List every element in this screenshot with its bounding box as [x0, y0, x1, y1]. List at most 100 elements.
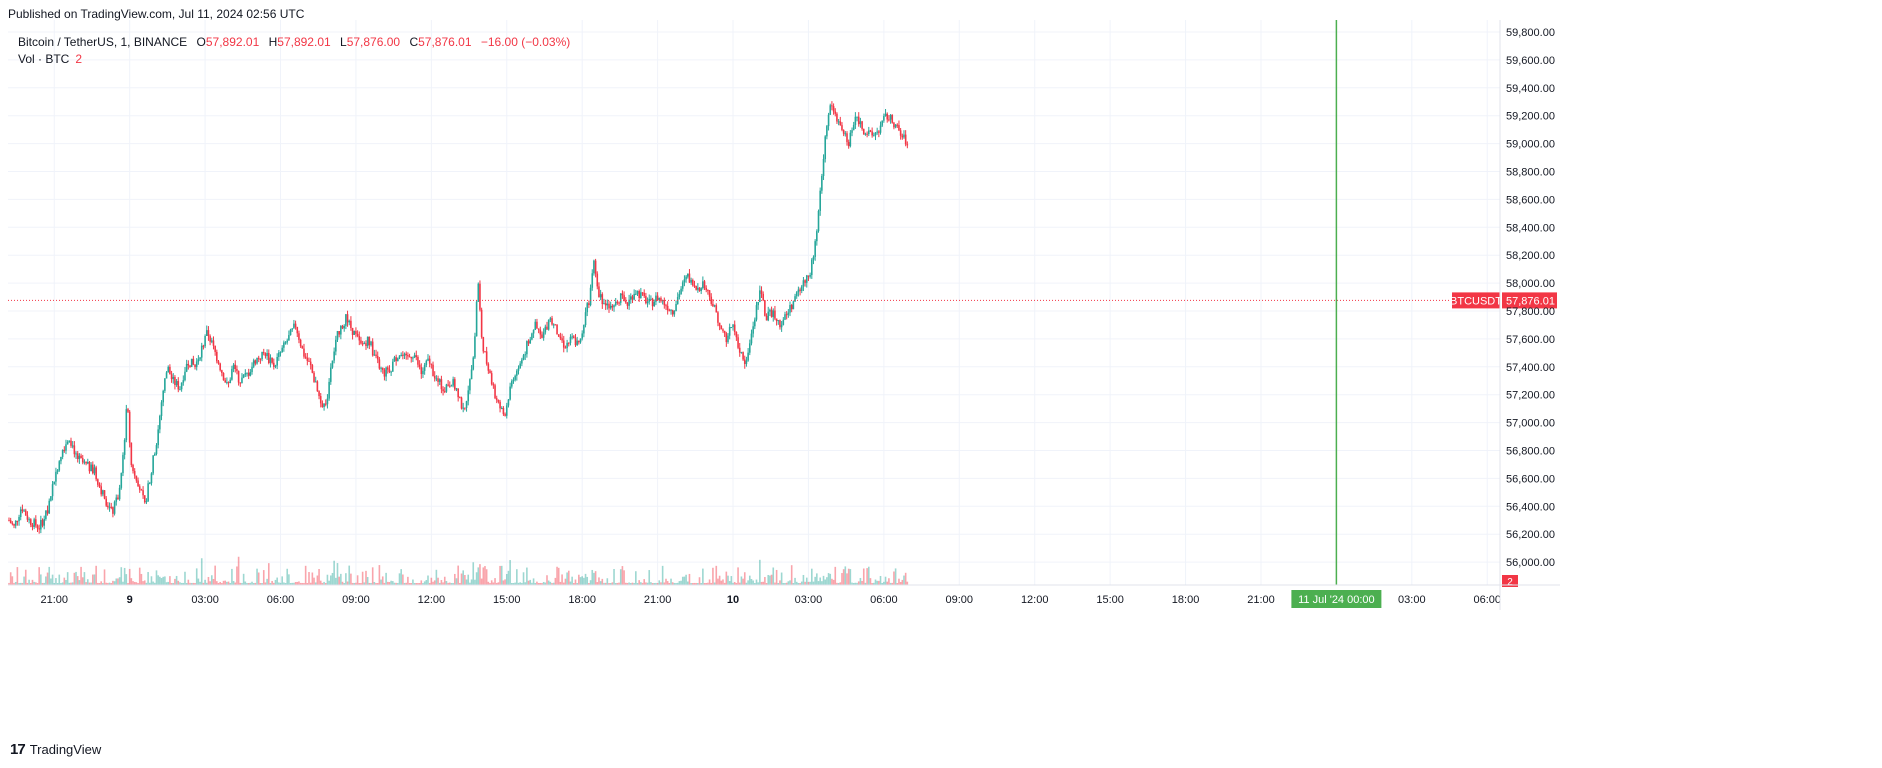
volume-bar	[594, 571, 597, 585]
candle-body	[645, 296, 647, 304]
candle-body	[36, 525, 39, 529]
candle-body	[452, 379, 454, 386]
candle-body	[770, 309, 773, 317]
volume-bar	[487, 581, 490, 585]
volume-bar	[547, 580, 550, 585]
candle-body	[110, 506, 113, 508]
volume-bar	[353, 582, 356, 585]
volume-bar	[683, 576, 686, 585]
volume-bar	[626, 582, 629, 585]
candle-body	[376, 355, 379, 360]
candle-body	[232, 364, 235, 369]
candle-body	[314, 381, 317, 383]
candle-body	[86, 461, 89, 464]
candle-body	[790, 305, 793, 310]
candle-body	[323, 403, 325, 408]
volume-bar	[464, 575, 466, 585]
tradingview-name: TradingView	[29, 742, 102, 757]
candle-body	[425, 360, 428, 365]
candle-body	[422, 370, 424, 375]
volume-bar	[432, 581, 434, 585]
candle-body	[397, 358, 399, 361]
price-tick-label: 59,600.00	[1506, 55, 1555, 67]
candle-body	[363, 343, 366, 345]
volume-bar	[737, 567, 739, 585]
volume-bar	[641, 582, 644, 585]
volume-bar	[780, 572, 783, 585]
candle-body	[546, 326, 548, 330]
volume-bar	[23, 576, 25, 585]
volume-bar	[284, 582, 287, 585]
volume-bar	[185, 582, 188, 585]
volume-bar	[177, 580, 180, 585]
volume-bar	[11, 576, 14, 585]
volume-bar	[296, 581, 299, 585]
volume-bar	[598, 577, 600, 585]
volume-bar	[537, 582, 540, 585]
volume-bar	[450, 583, 453, 585]
candle-body	[443, 391, 446, 393]
candle-body	[403, 353, 406, 356]
candle-body	[524, 354, 527, 356]
candle-body	[527, 341, 530, 344]
candle-body	[147, 483, 149, 502]
date-marker-label: 11 Jul '24 00:00	[1298, 594, 1375, 606]
candle-body	[423, 364, 426, 371]
candle-body	[586, 303, 589, 313]
candle-body	[107, 505, 109, 508]
candle-body	[328, 381, 330, 399]
volume-bar	[224, 580, 227, 585]
volume-bar	[807, 581, 810, 585]
volume-bar	[462, 570, 464, 585]
volume-bar	[470, 579, 473, 585]
candle-body	[562, 340, 565, 348]
volume-bar	[787, 581, 790, 585]
volume-bar	[832, 579, 835, 585]
volume-bar	[748, 575, 751, 585]
volume-bar	[210, 575, 213, 585]
candle-body	[304, 356, 307, 358]
volume-bar	[569, 581, 572, 585]
candle-body	[92, 464, 94, 474]
candle-body	[160, 402, 163, 416]
candle-body	[65, 444, 67, 451]
candle-body	[18, 516, 20, 522]
candle-body	[884, 113, 887, 117]
volume-bar	[546, 575, 548, 585]
candle-body	[80, 455, 82, 459]
candle-body	[35, 519, 37, 526]
volume-bar	[576, 582, 578, 585]
candle-body	[189, 365, 191, 367]
volume-bar	[162, 576, 164, 585]
tradingview-footer[interactable]: 17 TradingView	[10, 741, 101, 758]
volume-bar	[743, 572, 746, 585]
candle-body	[804, 280, 806, 283]
price-tick-label: 56,000.00	[1506, 557, 1555, 569]
volume-bar	[239, 582, 242, 585]
volume-bar	[148, 582, 151, 585]
candle-body	[195, 361, 198, 368]
volume-bar	[13, 582, 15, 585]
volume-bar	[407, 576, 409, 585]
candle-body	[212, 340, 215, 346]
volume-bar	[423, 581, 426, 585]
candle-body	[120, 473, 123, 488]
candle-body	[207, 330, 210, 337]
candle-body	[772, 310, 775, 317]
volume-bar	[578, 574, 580, 585]
price-chart[interactable]: BTCUSDT 57,876.01 2 11 Jul '24 00:00 59,800…	[0, 0, 1882, 740]
candle-body	[866, 133, 868, 135]
volume-bar	[314, 582, 317, 585]
candle-body	[276, 357, 278, 366]
candle-body	[857, 116, 860, 125]
candle-body	[867, 130, 870, 135]
volume-bar	[366, 577, 369, 585]
candle-body	[371, 341, 374, 356]
volume-bar	[562, 582, 565, 585]
volume-bar	[31, 579, 34, 585]
candle-body	[355, 330, 357, 334]
candle-body	[296, 327, 299, 334]
volume-bar	[373, 582, 376, 585]
candle-body	[688, 273, 691, 283]
volume-bar	[100, 581, 102, 585]
